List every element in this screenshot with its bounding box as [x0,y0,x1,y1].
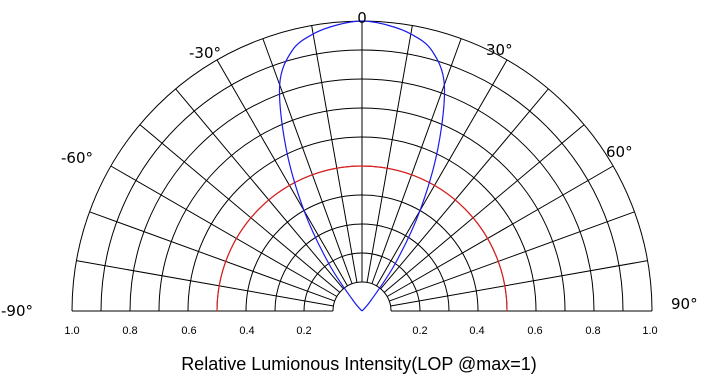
spoke-line [89,212,334,301]
left-tick-labels: 1.0 0.8 0.6 0.4 0.2 [64,325,311,337]
angle-label-neg60: -60° [61,149,93,167]
left-tick-label: 1.0 [64,325,79,337]
angle-label-neg90: -90° [1,302,33,320]
x-axis-label: Relative Lumionous Intensity(LOP @max=1) [181,354,537,374]
spoke-line [391,261,648,306]
spoke-line [389,212,634,301]
right-tick-label: 1.0 [642,325,657,337]
spoke-line [111,166,337,297]
angle-label-90: 90° [671,295,698,313]
angle-label-30: 30° [486,41,513,59]
left-tick-label: 0.8 [122,325,137,337]
spoke-line [381,89,549,289]
spoke-line [377,60,508,286]
spoke-line [384,125,584,293]
right-tick-label: 0.8 [585,325,600,337]
spoke-line [140,125,340,293]
right-tick-labels: 0.2 0.4 0.6 0.8 1.0 [412,325,657,337]
right-tick-label: 0.2 [412,325,427,337]
angle-label-60: 60° [606,143,633,161]
spoke-line [76,261,333,306]
left-tick-label: 0.6 [181,325,196,337]
spoke-line [176,89,344,289]
right-tick-label: 0.6 [527,325,542,337]
right-tick-label: 0.4 [469,325,484,337]
spoke-line [387,166,613,297]
angle-label-0: 0 [357,9,367,27]
spoke-line [217,60,348,286]
angle-label-neg30: -30° [189,44,221,62]
spoke-line [263,38,352,283]
spoke-line [372,38,461,283]
angle-labels: -90° -60° -30° 0 30° 60° 90° [1,9,698,320]
left-tick-label: 0.4 [239,325,254,337]
left-tick-label: 0.2 [296,325,311,337]
